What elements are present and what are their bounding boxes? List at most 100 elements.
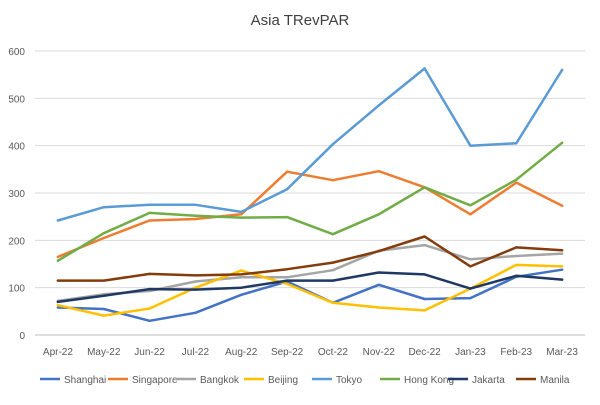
data-point — [240, 216, 243, 219]
legend-label: Bangkok — [200, 375, 240, 386]
y-tick-label: 0 — [19, 331, 25, 342]
legend-item: Bangkok — [176, 375, 240, 386]
data-point — [148, 307, 151, 310]
data-point — [194, 274, 197, 277]
data-point — [331, 143, 335, 146]
data-point — [469, 296, 472, 300]
x-tick-label: Jan-23 — [455, 347, 486, 358]
data-point — [515, 263, 518, 267]
data-point — [148, 287, 151, 291]
series-tokyo — [56, 67, 564, 222]
data-point — [285, 215, 289, 219]
data-point — [240, 210, 243, 214]
data-point — [423, 186, 426, 189]
data-point — [102, 279, 105, 282]
legend-item: Tokyo — [312, 375, 363, 386]
y-tick-label: 100 — [8, 284, 25, 295]
series-line — [56, 271, 564, 304]
data-point — [560, 249, 564, 252]
x-tick-label: Dec-22 — [408, 347, 441, 358]
data-point — [194, 311, 197, 314]
x-tick-label: Nov-22 — [363, 347, 396, 358]
data-point — [560, 141, 564, 145]
data-point — [194, 214, 197, 217]
data-point — [56, 259, 60, 262]
series-manila — [56, 235, 564, 282]
data-point — [285, 279, 289, 282]
data-point — [560, 265, 564, 268]
series-line — [56, 67, 564, 222]
data-point — [148, 203, 151, 207]
x-tick-label: Feb-23 — [500, 347, 532, 358]
x-tick-label: Sep-22 — [271, 347, 304, 358]
legend-label: Manila — [540, 375, 570, 386]
data-point — [56, 219, 60, 222]
legend-label: Jakarta — [472, 375, 505, 386]
y-tick-label: 600 — [8, 47, 25, 58]
data-point — [377, 213, 380, 216]
data-point — [469, 144, 472, 147]
x-tick-label: Aug-22 — [225, 347, 258, 358]
data-point — [469, 287, 472, 290]
legend-item: Hong Kong — [380, 375, 454, 386]
data-point — [331, 261, 335, 264]
legend: Shanghai Singapore Bangkok Beijing Tokyo Hong… — [40, 375, 570, 386]
data-point — [560, 278, 564, 281]
x-tick-label: May-22 — [87, 347, 121, 358]
data-point — [194, 288, 197, 291]
series-line — [56, 235, 564, 282]
data-point — [331, 279, 335, 282]
data-point — [560, 204, 564, 207]
data-point — [377, 306, 380, 309]
series-line — [56, 243, 564, 303]
legend-label: Singapore — [132, 375, 178, 386]
x-tick-label: Jul-22 — [182, 347, 210, 358]
legend-item: Singapore — [108, 375, 178, 386]
y-tick-label: 500 — [8, 94, 25, 105]
data-point — [423, 243, 426, 247]
x-tick-label: Jun-22 — [134, 347, 165, 358]
data-point — [285, 170, 289, 173]
data-point — [560, 252, 564, 255]
legend-label: Hong Kong — [404, 375, 454, 386]
data-point — [515, 254, 518, 258]
data-point — [240, 293, 243, 296]
data-point — [240, 276, 243, 279]
legend-item: Jakarta — [448, 375, 505, 386]
data-point — [515, 246, 518, 249]
data-point — [102, 307, 105, 311]
x-tick-label: Apr-22 — [43, 347, 73, 358]
legend-label: Beijing — [268, 375, 298, 386]
data-point — [240, 286, 243, 289]
data-point — [56, 279, 60, 282]
data-point — [469, 213, 472, 216]
data-point — [423, 273, 426, 276]
data-point — [102, 236, 105, 240]
data-point — [469, 265, 472, 268]
series-singapore — [56, 169, 564, 259]
data-point — [377, 104, 380, 107]
series-line — [56, 263, 564, 317]
data-point — [515, 178, 518, 181]
legend-label: Tokyo — [336, 375, 363, 386]
data-point — [102, 206, 105, 209]
data-point — [285, 282, 289, 286]
data-point — [560, 68, 564, 72]
data-point — [469, 258, 472, 261]
data-point — [377, 271, 380, 274]
series-bangkok — [56, 243, 564, 303]
legend-item: Shanghai — [40, 375, 106, 386]
data-point — [102, 232, 105, 235]
data-point — [423, 297, 426, 301]
data-point — [102, 314, 105, 317]
data-point — [423, 235, 426, 238]
data-point — [240, 213, 243, 216]
y-tick-label: 300 — [8, 189, 25, 200]
data-point — [423, 67, 426, 70]
data-point — [56, 300, 60, 304]
series-hong-kong — [56, 141, 564, 262]
data-point — [515, 274, 518, 278]
legend-item: Beijing — [244, 375, 298, 386]
